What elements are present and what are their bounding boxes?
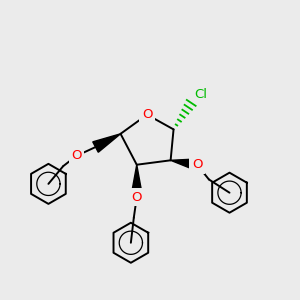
Text: Cl: Cl: [194, 88, 207, 101]
Text: O: O: [71, 149, 82, 162]
Text: O: O: [192, 158, 202, 171]
Text: O: O: [131, 190, 142, 204]
Text: O: O: [142, 108, 152, 121]
Polygon shape: [131, 165, 142, 197]
Polygon shape: [93, 134, 121, 152]
Polygon shape: [171, 159, 198, 170]
